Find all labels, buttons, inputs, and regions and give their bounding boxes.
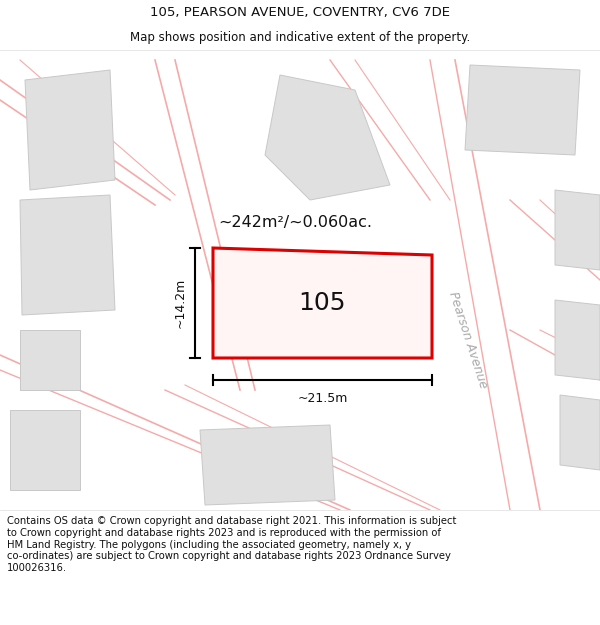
Text: ~21.5m: ~21.5m [298, 391, 347, 404]
Text: Contains OS data © Crown copyright and database right 2021. This information is : Contains OS data © Crown copyright and d… [7, 516, 457, 572]
Text: 105: 105 [298, 291, 346, 315]
Polygon shape [555, 300, 600, 380]
Polygon shape [555, 190, 600, 270]
Polygon shape [20, 195, 115, 315]
Polygon shape [560, 395, 600, 470]
Text: 105, PEARSON AVENUE, COVENTRY, CV6 7DE: 105, PEARSON AVENUE, COVENTRY, CV6 7DE [150, 6, 450, 19]
Polygon shape [213, 248, 432, 358]
Polygon shape [20, 330, 80, 390]
Text: Pearson Avenue: Pearson Avenue [446, 290, 490, 390]
Text: Map shows position and indicative extent of the property.: Map shows position and indicative extent… [130, 31, 470, 44]
Polygon shape [250, 275, 400, 340]
Polygon shape [465, 65, 580, 155]
Polygon shape [200, 425, 335, 505]
Polygon shape [25, 70, 115, 190]
Text: ~242m²/~0.060ac.: ~242m²/~0.060ac. [218, 214, 372, 229]
Text: ~14.2m: ~14.2m [173, 278, 187, 328]
Polygon shape [265, 75, 390, 200]
Polygon shape [10, 410, 80, 490]
